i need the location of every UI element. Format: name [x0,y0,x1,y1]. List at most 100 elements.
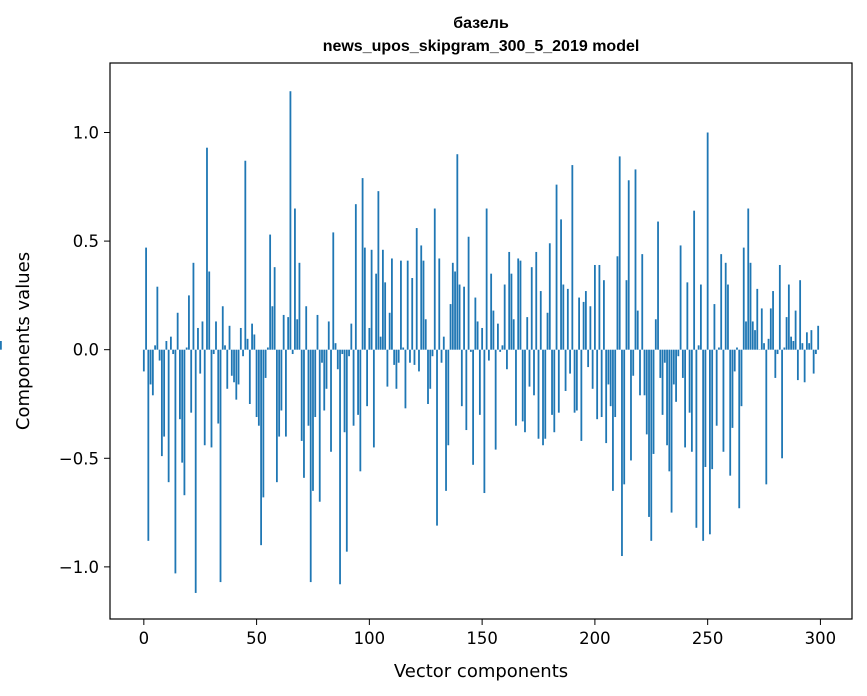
bar-29 [208,271,211,350]
bar-77 [316,314,319,350]
bar-257 [722,349,725,452]
bar-2 [147,349,150,541]
bar-107 [384,282,387,350]
bar-220 [639,349,641,396]
bar-225 [650,349,653,541]
bar-292 [801,343,804,350]
bar-159 [501,345,504,350]
y-tick-label: 0.0 [73,341,99,360]
bar-138 [454,271,456,350]
bar-198 [589,306,592,350]
bar-210 [616,256,619,350]
bar-243 [690,349,693,452]
bar-272 [756,288,759,350]
bar-260 [729,349,732,476]
bar-52 [260,349,262,546]
bar-227 [654,319,657,350]
x-tick-label: 100 [354,629,386,648]
bar-16 [179,349,181,420]
bar-208 [612,349,614,491]
bar-256 [720,254,723,350]
bar-71 [303,349,305,478]
bar-214 [625,280,628,350]
bar-134 [445,349,447,491]
bar-39 [230,349,233,376]
bar-100 [368,327,371,350]
bar-146 [472,349,474,465]
bar-144 [467,236,470,350]
bar-127 [429,349,432,389]
bar-263 [736,347,738,350]
bar-294 [805,332,808,350]
bar-14 [174,349,177,574]
bar-102 [372,349,375,448]
bar-17 [181,349,184,463]
bar-54 [264,349,267,378]
bar-287 [790,336,792,350]
bar-248 [702,349,705,541]
bar-53 [262,349,265,498]
bar-156 [494,349,497,450]
bar-209 [614,349,617,418]
bar-147 [474,297,477,350]
bar-60 [278,349,281,437]
bar-128 [431,349,434,357]
x-tick-label: 0 [139,629,150,648]
bar-42 [237,349,240,385]
bar-157 [497,323,499,350]
bar-207 [609,349,612,407]
bar-104 [377,191,380,350]
bar-191 [573,349,576,413]
x-tick-label: 250 [692,629,724,648]
bar-181 [551,349,553,415]
bar-130 [436,349,438,526]
bar-288 [792,341,795,350]
bar-236 [675,349,677,402]
y-axis-ticks: −1.0 −0.5 0.0 0.5 1.0 [59,124,110,577]
bar-113 [397,349,400,363]
bar-215 [627,180,630,350]
bar-24 [197,327,199,350]
bar-201 [596,349,599,420]
bar-91 [348,349,350,357]
bar-41 [235,349,238,400]
bar-23 [194,349,197,593]
bar-32 [215,321,217,350]
bar-120 [413,349,416,365]
bar-121 [415,228,418,350]
bar-81 [325,349,328,389]
bar-270 [751,321,754,350]
bar-291 [799,280,802,350]
bar-76 [314,349,317,418]
bar-125 [424,319,427,350]
bar-204 [603,280,605,350]
bar-34 [219,349,222,583]
bar-87 [339,349,341,585]
bar-289 [794,310,797,350]
bar-140 [458,284,461,350]
bar-223 [645,349,648,435]
bar-169 [524,349,526,433]
bar-176 [539,291,542,350]
bar-285 [785,317,788,350]
x-axis-ticks: 0 50 100 150 200 250 300 [139,619,836,648]
bar-295 [808,343,811,350]
bar-105 [379,336,382,350]
bar-217 [632,349,635,376]
bar-119 [411,278,414,350]
bar-48 [251,323,253,350]
bar-233 [668,349,671,472]
bar-69 [298,262,301,350]
bar-67 [294,208,296,350]
bar-178 [544,349,547,439]
bar-118 [409,349,411,363]
bar-172 [530,267,533,350]
bar-88 [341,349,344,355]
bar-116 [404,349,407,409]
bar-299 [817,325,820,350]
bar-66 [291,349,294,355]
bar-99 [366,349,368,407]
bar-205 [605,349,608,444]
bar-150 [481,327,484,350]
